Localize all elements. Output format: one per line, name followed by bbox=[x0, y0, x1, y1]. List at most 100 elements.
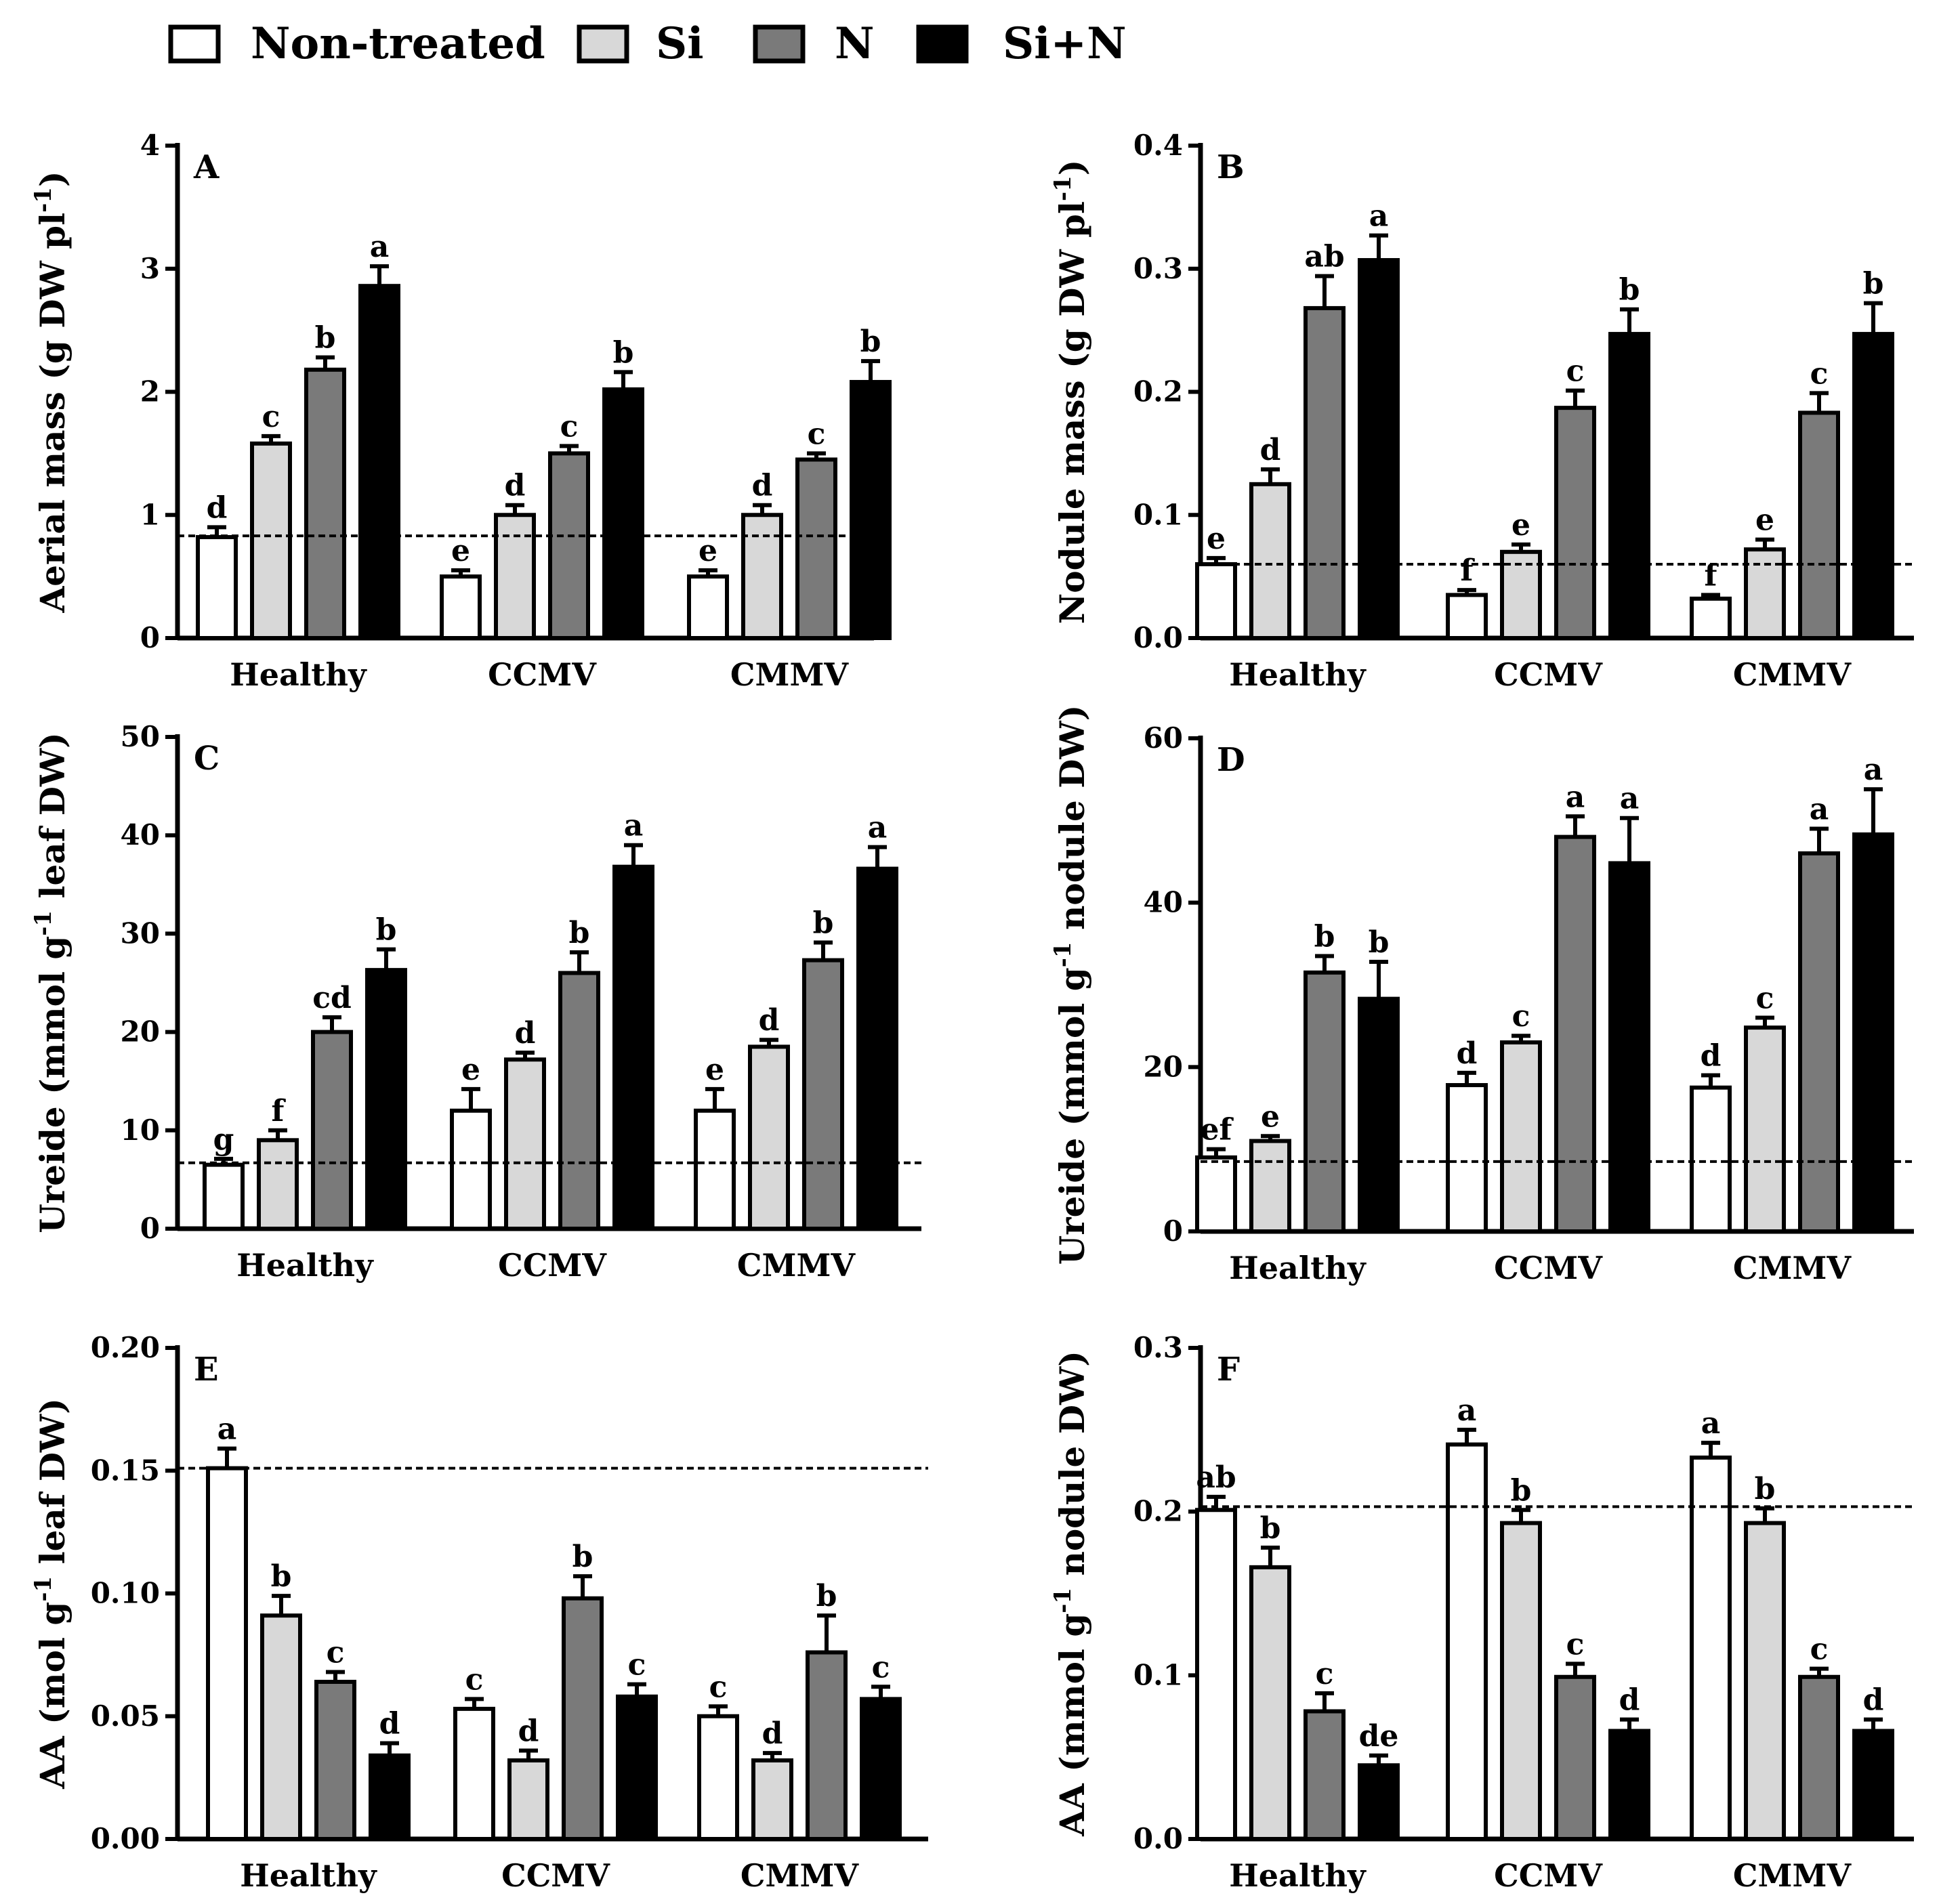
significance-letter: b bbox=[1369, 925, 1390, 960]
bar bbox=[257, 1138, 299, 1231]
bar bbox=[311, 1030, 353, 1231]
y-axis-label: AA (mmol g-1 nodule DW) bbox=[1049, 1351, 1092, 1837]
y-tick-label: 0.2 bbox=[1133, 1495, 1183, 1528]
significance-letter: e bbox=[1261, 1099, 1280, 1134]
bar bbox=[616, 1694, 658, 1841]
significance-letter: b bbox=[1260, 1511, 1281, 1546]
legend-swatch bbox=[753, 24, 806, 64]
bar bbox=[612, 864, 654, 1231]
bar bbox=[369, 1753, 411, 1841]
bar bbox=[1446, 1442, 1488, 1841]
y-axis-label-superscript: -1 bbox=[30, 910, 57, 936]
y-tick-label: 50 bbox=[121, 720, 160, 753]
significance-letter: c bbox=[327, 1636, 345, 1670]
bar bbox=[314, 1680, 356, 1841]
legend-label: Si bbox=[656, 18, 704, 69]
significance-letter: d bbox=[1701, 1038, 1722, 1073]
bar bbox=[856, 866, 898, 1231]
y-axis-label-main: Nodule mass (g DW pl bbox=[1052, 201, 1092, 625]
significance-letter: c bbox=[465, 1662, 484, 1697]
significance-letter: b bbox=[1314, 920, 1335, 954]
y-tick-label: 0.1 bbox=[1133, 498, 1183, 531]
significance-letter: b bbox=[1511, 1473, 1532, 1508]
legend-label: Non-treated bbox=[251, 18, 545, 69]
x-category-label: CMMV bbox=[1733, 1250, 1852, 1286]
bar bbox=[1358, 258, 1400, 640]
bar bbox=[741, 513, 783, 640]
x-category-label: Healthy bbox=[1229, 1250, 1367, 1286]
y-tick-label: 0.10 bbox=[91, 1577, 160, 1610]
y-axis-label-main: Ureide (mmol g bbox=[1052, 967, 1092, 1265]
significance-letter: d bbox=[1863, 1683, 1884, 1718]
y-axis-label: Ureide (mmol g-1 leaf DW) bbox=[30, 732, 72, 1233]
significance-letter: c bbox=[1810, 1632, 1829, 1667]
x-category-label: CCMV bbox=[1494, 1250, 1603, 1286]
bar bbox=[1608, 861, 1650, 1233]
significance-letter: b bbox=[572, 1540, 593, 1574]
significance-letter: c bbox=[808, 417, 826, 451]
significance-letter: e bbox=[1755, 503, 1774, 538]
y-tick-label: 0.4 bbox=[1133, 129, 1183, 162]
y-axis-label-superscript: -1 bbox=[30, 187, 57, 213]
bar bbox=[1554, 406, 1596, 640]
significance-letter: d bbox=[762, 1716, 783, 1751]
y-axis-label-superscript: -1 bbox=[1049, 175, 1077, 201]
significance-letter: a bbox=[1566, 780, 1585, 814]
legend-swatch bbox=[577, 24, 629, 64]
y-axis-label-tail: leaf DW) bbox=[33, 1398, 72, 1576]
significance-letter: ef bbox=[1201, 1113, 1234, 1147]
significance-letter: g bbox=[213, 1122, 234, 1157]
bar bbox=[751, 1758, 793, 1841]
bar bbox=[1195, 562, 1237, 641]
y-tick-label: 0.20 bbox=[91, 1331, 160, 1364]
y-tick-label: 4 bbox=[140, 129, 160, 162]
x-category-label: CMMV bbox=[730, 656, 849, 693]
x-category-label: CMMV bbox=[1733, 1857, 1852, 1894]
y-axis-label-tail: nodule DW) bbox=[1052, 705, 1092, 942]
legend-item: Si bbox=[577, 18, 704, 69]
significance-letter: ab bbox=[1304, 240, 1344, 274]
significance-letter: c bbox=[560, 409, 579, 444]
y-tick-label: 60 bbox=[1144, 721, 1183, 755]
bar bbox=[1358, 1763, 1400, 1841]
significance-letter: e bbox=[461, 1053, 480, 1087]
legend: Non-treated Si N Si+N bbox=[168, 18, 1127, 69]
significance-letter: f bbox=[1705, 558, 1719, 593]
legend-label: N bbox=[835, 18, 875, 69]
y-tick-label: 0.05 bbox=[91, 1699, 160, 1733]
y-tick-label: 0.1 bbox=[1133, 1658, 1183, 1691]
bar bbox=[440, 574, 482, 640]
y-axis-label-superscript: -1 bbox=[1049, 1588, 1077, 1613]
bar bbox=[1500, 1040, 1542, 1234]
bar bbox=[1744, 1025, 1786, 1234]
bar bbox=[1744, 1521, 1786, 1841]
bar bbox=[860, 1697, 902, 1841]
bar bbox=[358, 284, 400, 640]
y-tick-label: 0.3 bbox=[1133, 252, 1183, 285]
significance-letter: b bbox=[1863, 267, 1884, 301]
significance-letter: a bbox=[1810, 792, 1829, 826]
bar bbox=[748, 1044, 790, 1231]
y-axis-label-main: Aerial mass (g DW pl bbox=[33, 213, 72, 614]
panel-b: 0.0 0.1 0.2 0.3 0.4 B Nodule mass (g DW pl-1) e… bbox=[1049, 129, 1914, 693]
significance-letter: b bbox=[271, 1559, 292, 1594]
significance-letter: c bbox=[1566, 1627, 1585, 1662]
x-category-label: CMMV bbox=[741, 1857, 859, 1894]
significance-letter: e bbox=[1511, 508, 1530, 543]
significance-letter: c bbox=[1566, 354, 1585, 389]
x-category-label: CCMV bbox=[498, 1247, 607, 1284]
bar bbox=[1744, 547, 1786, 641]
bar bbox=[850, 379, 892, 641]
panel-c: 0 10 20 30 40 50 C Ureide (mmol g-1 leaf DW) g f c… bbox=[30, 720, 921, 1284]
significance-letter: b bbox=[813, 906, 834, 940]
bar bbox=[1554, 834, 1596, 1233]
bar bbox=[1249, 482, 1291, 640]
bar bbox=[1249, 1139, 1291, 1233]
significance-letter: a bbox=[1701, 1406, 1721, 1441]
significance-letter: f bbox=[1461, 553, 1476, 588]
bar bbox=[548, 451, 590, 640]
significance-letter: d bbox=[515, 1016, 536, 1051]
y-tick-label: 40 bbox=[121, 818, 160, 851]
panel-label: D bbox=[1217, 741, 1245, 779]
